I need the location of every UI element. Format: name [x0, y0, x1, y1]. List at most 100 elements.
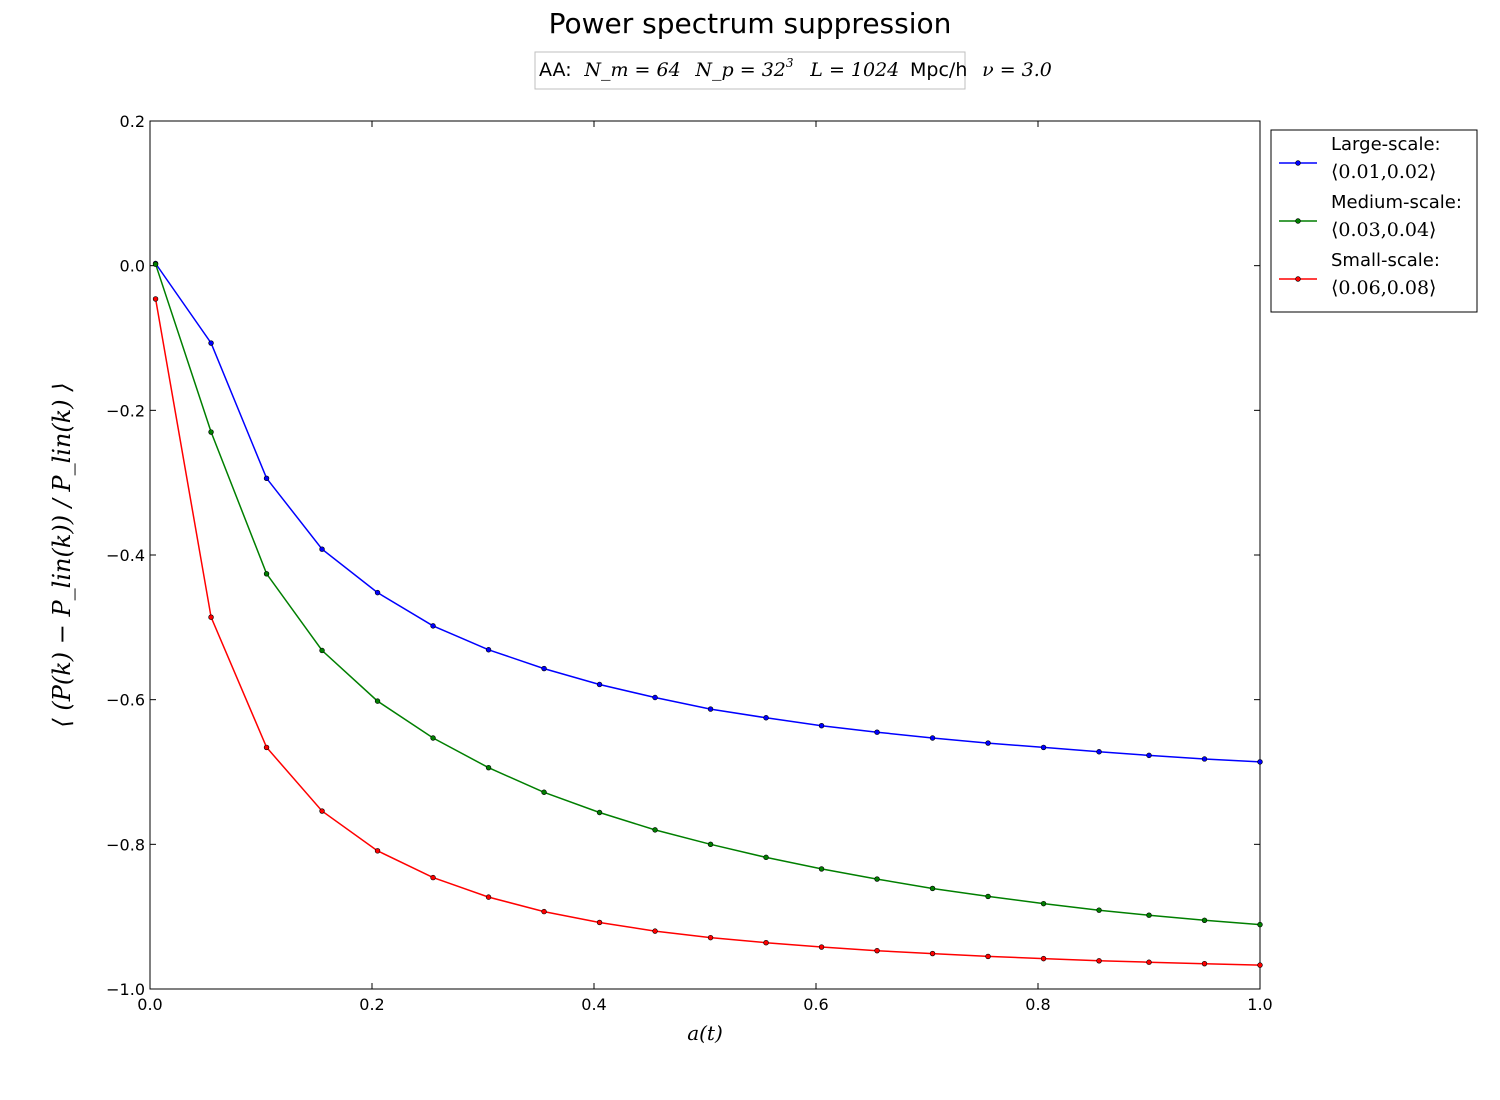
data-point — [1040, 955, 1047, 962]
data-point — [1257, 921, 1263, 928]
data-point — [652, 928, 658, 934]
data-point — [985, 893, 991, 900]
data-point — [152, 296, 159, 302]
annotation-length-unit: Mpc/h — [910, 59, 967, 81]
data-point — [1201, 917, 1208, 923]
data-point — [374, 698, 381, 704]
data-point — [1096, 958, 1102, 964]
data-point — [874, 729, 880, 735]
series-3 — [152, 296, 1263, 968]
data-point — [818, 866, 825, 872]
data-point — [763, 854, 769, 861]
annotation-prefix: AA: — [539, 59, 572, 81]
legend-series-name: Small-scale: — [1331, 250, 1440, 271]
series-layer — [152, 260, 1263, 968]
annotation-nm: N_m = 64 — [583, 59, 680, 81]
data-point — [319, 808, 325, 814]
legend-series-range: ⟨0.06,0.08⟩ — [1331, 277, 1436, 299]
data-point — [874, 947, 880, 954]
y-tick-label: −0.6 — [106, 691, 145, 710]
annotation-np: N_p = 32 — [694, 59, 785, 81]
legend: Large-scale: ⟨0.01,0.02⟩ Medium-scale: ⟨0.0… — [1270, 129, 1478, 313]
y-tick-label: −0.4 — [106, 546, 145, 565]
x-tick-label: 0.8 — [1025, 995, 1050, 1014]
x-axis-label: a(t) — [687, 1021, 723, 1045]
legend-series-name: Large-scale: — [1331, 134, 1441, 155]
data-point — [541, 908, 547, 915]
legend-series-name: Medium-scale: — [1331, 192, 1462, 213]
legend-series-range: ⟨0.01,0.02⟩ — [1331, 161, 1436, 183]
data-point — [763, 940, 769, 946]
data-point — [541, 789, 547, 795]
legend-entry-3: Small-scale: ⟨0.06,0.08⟩ — [1279, 250, 1440, 299]
data-point — [707, 934, 714, 941]
data-point — [1040, 900, 1047, 907]
data-point — [929, 735, 936, 741]
annotation-box — [534, 51, 966, 90]
data-point — [929, 950, 936, 957]
data-point — [1146, 912, 1152, 918]
chart-title: Power spectrum suppression — [549, 7, 952, 40]
x-tick-label: 1.0 — [1247, 995, 1272, 1014]
data-point — [430, 735, 436, 741]
legend-marker — [1295, 160, 1301, 166]
data-point — [1201, 960, 1208, 967]
data-point — [430, 874, 436, 881]
data-point — [652, 827, 658, 833]
data-point — [319, 546, 325, 552]
plot-area — [149, 120, 1261, 990]
data-point — [1096, 907, 1102, 913]
data-point — [1040, 744, 1047, 751]
x-axis: 0.0 0.2 0.4 0.6 0.8 1.0 — [137, 121, 1273, 1014]
y-tick-label: −1.0 — [106, 980, 145, 999]
legend-series-range: ⟨0.03,0.04⟩ — [1331, 219, 1436, 241]
data-point — [374, 589, 381, 596]
data-point — [929, 885, 936, 892]
data-point — [1146, 752, 1152, 759]
data-point — [818, 723, 825, 729]
y-tick-label: 0.2 — [120, 112, 145, 131]
data-point — [596, 681, 603, 688]
data-point — [1146, 959, 1152, 965]
data-point — [208, 614, 214, 620]
data-point — [319, 647, 325, 654]
y-axis-label: ⟨ (P(k) − P_lin(k)) / P_lin(k) ⟩ — [48, 382, 76, 727]
data-point — [430, 623, 436, 629]
series-1 — [152, 260, 1263, 765]
data-point — [263, 744, 270, 751]
y-tick-label: 0.0 — [120, 257, 145, 276]
data-point — [485, 647, 492, 653]
parameter-annotation: AA: N_m = 64 N_p = 323 L = 1024 Mpc/h ν … — [534, 51, 1052, 90]
data-point — [263, 475, 270, 482]
x-tick-label: 0.2 — [359, 995, 384, 1014]
annotation-nu: ν = 3.0 — [982, 59, 1052, 81]
data-point — [707, 841, 714, 848]
y-tick-label: −0.8 — [106, 835, 145, 854]
data-point — [485, 764, 492, 771]
data-point — [1257, 759, 1263, 765]
data-point — [707, 706, 714, 712]
data-point — [652, 694, 658, 701]
legend-entry-2: Medium-scale: ⟨0.03,0.04⟩ — [1279, 192, 1462, 241]
data-point — [208, 340, 214, 346]
data-point — [541, 665, 547, 672]
data-point — [1096, 749, 1102, 755]
data-point — [152, 261, 159, 267]
annotation-text: AA: N_m = 64 N_p = 323 L = 1024 Mpc/h ν … — [539, 51, 1052, 81]
data-point — [596, 809, 603, 816]
data-point — [208, 429, 214, 435]
legend-marker — [1295, 276, 1301, 282]
data-point — [874, 876, 880, 882]
data-point — [818, 944, 825, 950]
data-point — [485, 894, 492, 900]
data-point — [596, 919, 603, 926]
data-point — [1257, 962, 1263, 968]
x-tick-label: 0.6 — [803, 995, 828, 1014]
data-point — [985, 740, 991, 746]
data-point — [763, 715, 769, 721]
y-tick-label: −0.2 — [106, 401, 145, 420]
x-tick-label: 0.4 — [581, 995, 606, 1014]
data-point — [1201, 756, 1208, 762]
data-point — [985, 953, 991, 960]
